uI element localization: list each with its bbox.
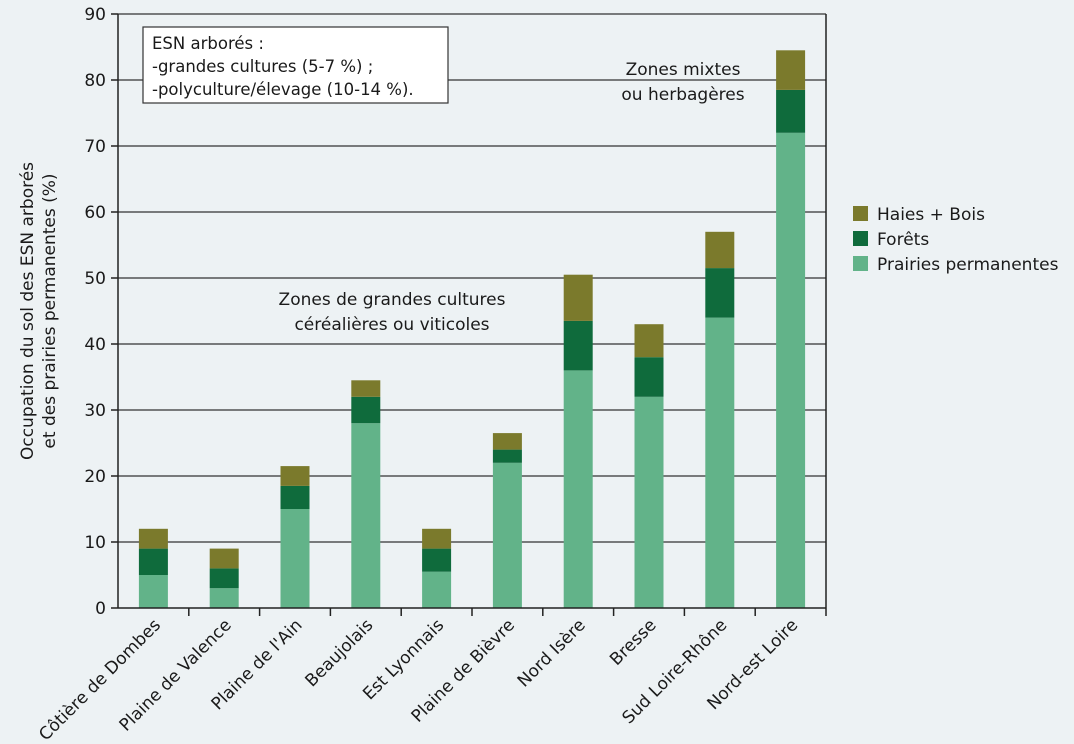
x-tick-label: Beaujolais <box>302 615 378 691</box>
bar-segment <box>209 588 239 608</box>
legend-label: Forêts <box>877 230 929 250</box>
y-axis-label-line-2: et des prairies permanentes (%) <box>40 173 60 448</box>
y-tick-label: 40 <box>84 335 106 355</box>
annotation-middle-line-1: Zones de grandes cultures <box>279 290 506 310</box>
bar-segment <box>705 268 735 318</box>
gridlines <box>118 13 826 543</box>
bar-segment <box>351 423 381 608</box>
legend-swatch <box>853 231 868 246</box>
bar-segment <box>705 231 735 269</box>
annotation-box-frame <box>142 26 449 104</box>
annotation-middle-line-2: céréalières ou viticoles <box>294 315 489 335</box>
bar-segment <box>563 320 593 371</box>
bar-segment <box>634 396 664 608</box>
y-tick-label: 50 <box>84 269 106 289</box>
legend-swatch <box>853 256 868 271</box>
y-axis-label-line-1: Occupation du sol des ESN arborés <box>18 162 38 460</box>
bar-segment <box>422 571 452 608</box>
y-ticks: 0 10 20 30 40 50 60 70 80 90 <box>84 5 118 619</box>
bar-segment <box>634 357 664 397</box>
bar-segment <box>492 462 522 608</box>
bar-segment <box>351 380 381 397</box>
y-tick-label: 10 <box>84 533 106 553</box>
y-tick-label: 90 <box>84 5 106 25</box>
x-tick-label: Bresse <box>606 615 660 669</box>
bar-segment <box>138 528 168 549</box>
bar-segment <box>563 370 593 608</box>
bar-segment <box>634 324 664 358</box>
x-tick-label: Côtière de Dombes <box>35 615 165 744</box>
bar-segment <box>492 449 522 463</box>
bar-segment <box>138 548 168 575</box>
annotation-box: ESN arborés : -grandes cultures (5-7 %) … <box>142 26 449 104</box>
y-tick-label: 60 <box>84 203 106 223</box>
y-axis-label: Occupation du sol des ESN arborés et des… <box>18 162 60 460</box>
bars <box>138 50 806 609</box>
legend-label: Prairies permanentes <box>877 255 1059 275</box>
bar-segment <box>492 433 522 450</box>
bar-segment <box>280 509 310 608</box>
annotation-box-line-3: -polyculture/élevage (10-14 %). <box>152 80 414 99</box>
bar-segment <box>351 396 381 424</box>
bar-segment <box>776 89 806 133</box>
annotation-right-line-1: Zones mixtes <box>626 60 741 80</box>
bar-segment <box>138 575 168 608</box>
annotation-box-line-1: ESN arborés : <box>152 34 264 53</box>
legend: Haies + Bois Forêts Prairies permanentes <box>853 205 1059 275</box>
x-tick-label: Nord Isère <box>514 615 590 691</box>
bar-segment <box>209 568 239 589</box>
y-tick-label: 80 <box>84 71 106 91</box>
bar-segment <box>705 317 735 608</box>
y-tick-label: 70 <box>84 137 106 157</box>
bar-segment <box>422 548 452 572</box>
bar-segment <box>776 132 806 609</box>
bar-segment <box>422 528 452 549</box>
annotation-right: Zones mixtes ou herbagères <box>621 60 744 105</box>
bar-segment <box>776 50 806 90</box>
bar-segment <box>209 548 239 569</box>
annotation-middle: Zones de grandes cultures céréalières ou… <box>279 290 506 335</box>
y-tick-label: 30 <box>84 401 106 421</box>
annotation-right-line-2: ou herbagères <box>621 85 744 105</box>
legend-swatch <box>853 206 868 221</box>
y-tick-label: 0 <box>95 599 106 619</box>
bar-segment <box>280 485 310 509</box>
bar-segment <box>280 466 310 486</box>
legend-label: Haies + Bois <box>877 205 985 225</box>
y-tick-label: 20 <box>84 467 106 487</box>
annotation-box-line-2: -grandes cultures (5-7 %) ; <box>152 57 373 76</box>
bar-segment <box>563 274 593 321</box>
